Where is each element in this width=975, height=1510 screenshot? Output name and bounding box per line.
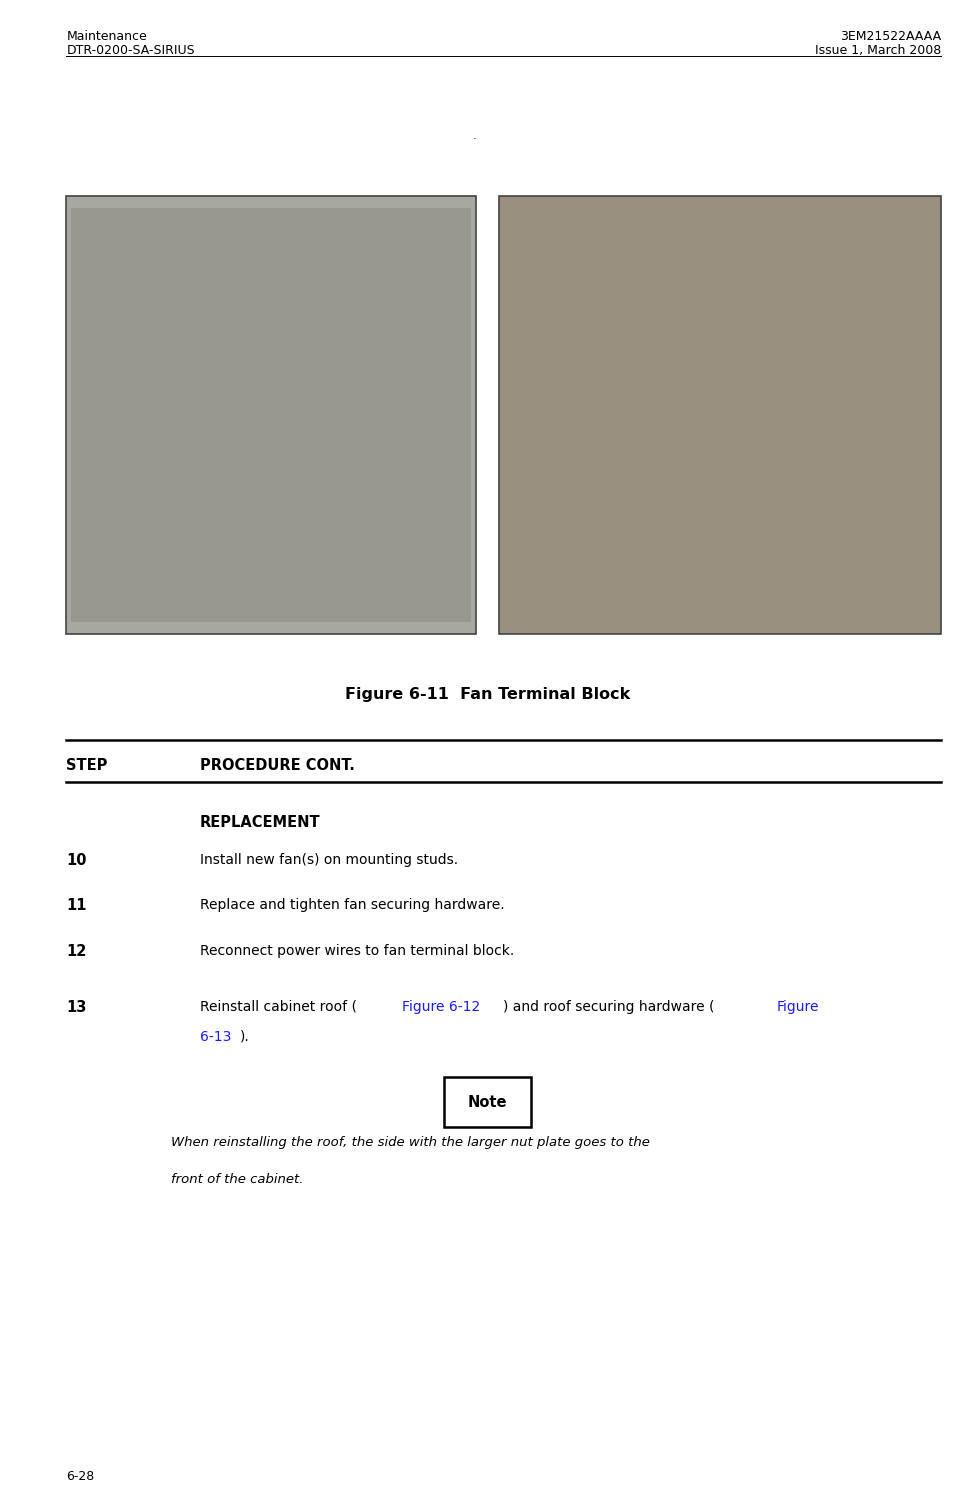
Text: 6-13: 6-13 xyxy=(200,1030,231,1043)
Text: 3EM21522AAAA: 3EM21522AAAA xyxy=(839,30,941,44)
Text: When reinstalling the roof, the side with the larger nut plate goes to the: When reinstalling the roof, the side wit… xyxy=(171,1136,649,1149)
Text: PROCEDURE CONT.: PROCEDURE CONT. xyxy=(200,758,355,773)
Text: Reconnect power wires to fan terminal block.: Reconnect power wires to fan terminal bl… xyxy=(200,944,514,957)
Bar xyxy=(66,196,476,634)
Bar xyxy=(499,196,941,634)
Text: STEP: STEP xyxy=(66,758,107,773)
Text: .: . xyxy=(473,131,477,142)
Text: 11: 11 xyxy=(66,898,87,914)
Text: ) and roof securing hardware (: ) and roof securing hardware ( xyxy=(503,1000,715,1013)
Text: Install new fan(s) on mounting studs.: Install new fan(s) on mounting studs. xyxy=(200,853,458,867)
Text: DTR-0200-SA-SIRIUS: DTR-0200-SA-SIRIUS xyxy=(66,44,195,57)
Text: ).: ). xyxy=(241,1030,251,1043)
Text: 6-28: 6-28 xyxy=(66,1469,95,1483)
Text: Reinstall cabinet roof (: Reinstall cabinet roof ( xyxy=(200,1000,357,1013)
Text: REPLACEMENT: REPLACEMENT xyxy=(200,815,321,831)
Text: Figure 6-12: Figure 6-12 xyxy=(403,1000,481,1013)
Bar xyxy=(444,1078,531,1126)
Text: Figure 6-11  Fan Terminal Block: Figure 6-11 Fan Terminal Block xyxy=(345,687,630,702)
Text: Replace and tighten fan securing hardware.: Replace and tighten fan securing hardwar… xyxy=(200,898,504,912)
Text: 12: 12 xyxy=(66,944,87,959)
Text: front of the cabinet.: front of the cabinet. xyxy=(171,1173,303,1187)
Text: 13: 13 xyxy=(66,1000,87,1015)
Text: 10: 10 xyxy=(66,853,87,868)
Bar xyxy=(71,208,471,622)
Text: Issue 1, March 2008: Issue 1, March 2008 xyxy=(815,44,941,57)
Text: Note: Note xyxy=(468,1095,507,1110)
Text: Figure: Figure xyxy=(776,1000,819,1013)
Text: Maintenance: Maintenance xyxy=(66,30,147,44)
